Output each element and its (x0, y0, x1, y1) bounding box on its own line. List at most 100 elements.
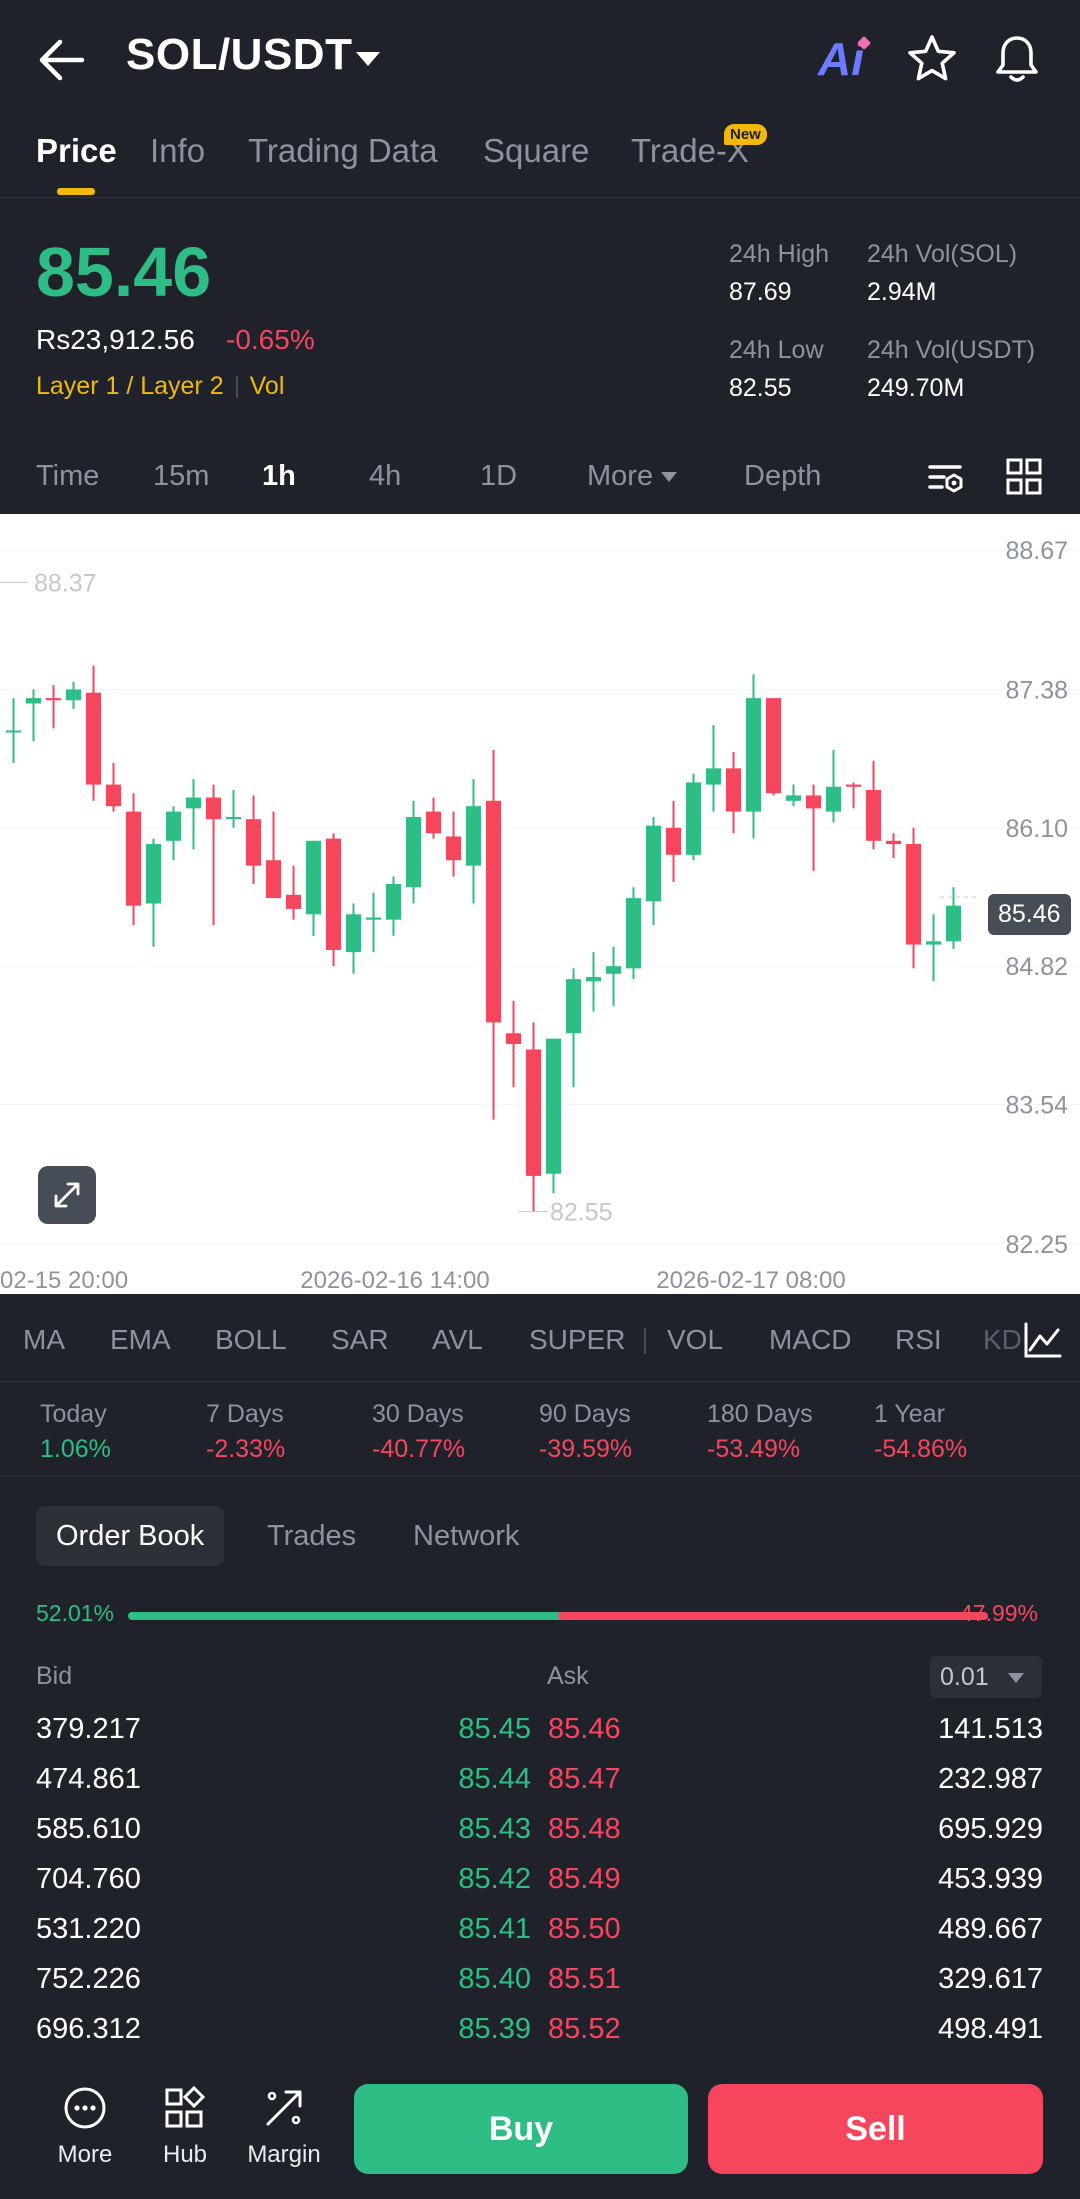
x-tick-label: 2026-02-17 08:00 (656, 1267, 846, 1294)
indicator-avl[interactable]: AVL (432, 1324, 483, 1355)
indicator-boll[interactable]: BOLL (215, 1324, 287, 1355)
bid-price: 85.45 (458, 1713, 531, 1745)
star-icon[interactable] (905, 32, 959, 86)
candle-body (926, 941, 941, 945)
hub-button[interactable]: Hub (140, 2085, 230, 2169)
candle-body (726, 768, 741, 812)
interval-4h[interactable]: 4h (369, 460, 402, 492)
tab-order-book[interactable]: Order Book (36, 1506, 225, 1566)
tab-trades[interactable]: Trades (267, 1520, 357, 1552)
ask-header: Ask (547, 1662, 589, 1690)
candle-body (66, 689, 81, 701)
indicator-kd[interactable]: KD (983, 1324, 1022, 1355)
bid-quantity: 752.226 (36, 1963, 141, 1995)
buy-button[interactable]: Buy (354, 2084, 688, 2174)
candle-body (766, 698, 781, 794)
more-button[interactable]: More (40, 2086, 130, 2169)
indicator-vol[interactable]: VOL (667, 1324, 724, 1355)
interval-time[interactable]: Time (36, 460, 100, 492)
high-marker-label: 88.37 (34, 569, 97, 597)
indicator-ema[interactable]: EMA (110, 1324, 171, 1355)
x-tick-label: 2026-02-16 14:00 (300, 1267, 490, 1294)
tab-square[interactable]: Square (483, 132, 590, 169)
more-icon (64, 2087, 106, 2129)
ask-ratio-bar (558, 1612, 988, 1620)
pair-title[interactable]: SOL/USDT (126, 30, 353, 79)
vol-usdt-label: 24h Vol(USDT) (867, 336, 1036, 364)
tab-network[interactable]: Network (413, 1520, 520, 1552)
bid-price: 85.42 (458, 1863, 531, 1895)
candlestick-chart[interactable]: 88.67 87.38 86.10 84.82 83.54 82.25 88.37 82.55… (0, 514, 1080, 1294)
candle-body (786, 795, 801, 801)
bid-header: Bid (36, 1662, 73, 1690)
interval-1d[interactable]: 1D (480, 460, 518, 492)
perf-label: Today (40, 1400, 107, 1428)
y-tick-label: 88.67 (1005, 537, 1068, 565)
margin-button[interactable]: Margin (239, 2086, 329, 2169)
candle-body (746, 698, 761, 812)
ask-price: 85.49 (548, 1863, 621, 1895)
precision-select[interactable]: 0.01 (930, 1656, 1042, 1698)
tab-info[interactable]: Info (150, 132, 206, 169)
layout-grid-icon[interactable] (1006, 458, 1042, 496)
book-row[interactable]: 379.217 85.45 85.46 141.513 (0, 1705, 1080, 1755)
low-value: 82.55 (729, 374, 792, 402)
interval-15m[interactable]: 15m (153, 460, 210, 492)
chart-settings-icon[interactable] (926, 458, 966, 498)
bid-quantity: 585.610 (36, 1813, 141, 1845)
active-tab-indicator (57, 188, 95, 195)
candle-body (486, 800, 501, 1023)
caret-down-icon (661, 472, 678, 483)
y-tick-label: 82.25 (1005, 1231, 1068, 1259)
candle-body (586, 976, 601, 982)
margin-label: Margin (247, 2141, 321, 2168)
interval-1h[interactable]: 1h (262, 460, 296, 492)
tag-layer[interactable]: Layer 1 / Layer 2 (36, 372, 224, 400)
book-row[interactable]: 752.226 85.40 85.51 329.617 (0, 1955, 1080, 2005)
category-tags: Layer 1 / Layer 2 Vol (36, 372, 284, 401)
ai-icon[interactable]: Ai (818, 33, 864, 85)
indicator-settings-icon[interactable] (1022, 1322, 1062, 1360)
interval-more[interactable]: More (587, 460, 678, 493)
candle-body (906, 844, 921, 945)
interval-depth[interactable]: Depth (744, 460, 822, 492)
book-row[interactable]: 531.220 85.41 85.50 489.667 (0, 1905, 1080, 1955)
candle-body (866, 789, 881, 841)
fullscreen-button[interactable] (38, 1166, 96, 1224)
low-marker-label: 82.55 (550, 1199, 613, 1227)
tag-vol[interactable]: Vol (249, 372, 285, 400)
indicator-sar[interactable]: SAR (331, 1324, 389, 1355)
book-row[interactable]: 696.312 85.39 85.52 498.491 (0, 2005, 1080, 2055)
tab-price[interactable]: Price (36, 132, 117, 169)
high-label: 24h High (729, 240, 830, 268)
perf-label: 90 Days (539, 1400, 631, 1428)
ask-quantity: 498.491 (938, 2013, 1043, 2045)
candle-body (826, 786, 841, 812)
more-label: More (57, 2141, 113, 2168)
ask-quantity: 489.667 (938, 1913, 1043, 1945)
bid-quantity: 531.220 (36, 1913, 141, 1945)
tab-trading-data[interactable]: Trading Data (248, 132, 438, 169)
sell-button[interactable]: Sell (708, 2084, 1043, 2174)
indicator-ma[interactable]: MA (23, 1324, 65, 1355)
caret-down-icon[interactable] (356, 52, 380, 66)
indicator-super[interactable]: SUPER (529, 1324, 626, 1355)
candle-body (706, 768, 721, 785)
ask-ratio: 47.99% (960, 1600, 1039, 1626)
book-row[interactable]: 474.861 85.44 85.47 232.987 (0, 1755, 1080, 1805)
bell-icon[interactable] (990, 32, 1044, 86)
book-row[interactable]: 585.610 85.43 85.48 695.929 (0, 1805, 1080, 1855)
indicator-bar: MA EMA BOLL SAR AVL SUPER VOL MACD RSI K… (0, 1300, 1080, 1382)
x-tick-label: 02-15 20:00 (0, 1267, 128, 1294)
perf-value: -2.33% (206, 1435, 286, 1463)
book-row[interactable]: 704.760 85.42 85.49 453.939 (0, 1855, 1080, 1905)
indicator-macd[interactable]: MACD (769, 1324, 852, 1355)
candle-body (146, 844, 161, 904)
indicator-rsi[interactable]: RSI (895, 1324, 942, 1355)
perf-180d: 180 Days -53.49% (707, 1400, 813, 1464)
y-tick-label: 86.10 (1005, 815, 1068, 843)
candle-body (546, 1038, 561, 1174)
vol-usdt-value: 249.70M (867, 374, 965, 402)
back-arrow-icon[interactable] (36, 36, 88, 84)
fiat-price: Rs23,912.56 (36, 324, 195, 355)
